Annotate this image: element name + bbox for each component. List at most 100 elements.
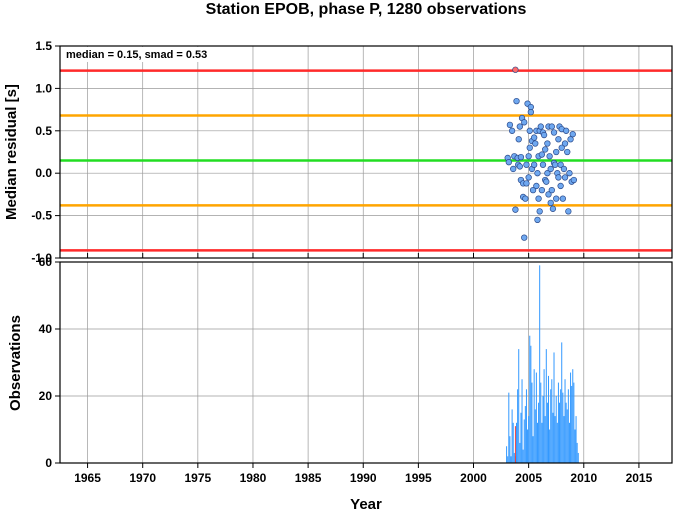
residual-point-0-73	[557, 182, 564, 190]
observation-bar-0-12	[519, 442, 521, 463]
residual-point-0-53	[544, 140, 551, 147]
observation-bar-0-3	[509, 436, 511, 463]
observation-bar-0-22	[530, 345, 532, 463]
observation-bar-0-58	[570, 372, 572, 463]
residual-point-0-21	[523, 180, 530, 187]
observation-bar-0-47	[557, 382, 559, 463]
observation-bar-0-50	[561, 342, 563, 463]
residual-point-0-34	[531, 161, 538, 168]
observations-ytick-label-2: 20	[39, 389, 53, 403]
observation-bar-0-63	[575, 416, 577, 463]
residual-point-0-87	[570, 176, 578, 184]
residual-point-0-6	[512, 206, 519, 213]
residual-point-0-60	[548, 123, 555, 130]
residual-point-0-77	[560, 165, 568, 173]
year-tick-label-2: 1975	[184, 471, 211, 485]
observation-bar-0-4	[510, 456, 512, 463]
chart-title: Station EPOB, phase P, 1280 observations	[206, 1, 527, 18]
observations-y-axis-label: Observations	[7, 315, 24, 411]
observations-ytick-label-1: 40	[39, 322, 53, 336]
residual-point-0-2	[506, 121, 514, 129]
observation-bar-0-6	[512, 422, 514, 463]
observation-bar-0-40	[550, 389, 552, 463]
residual-point-0-66	[553, 195, 560, 202]
residual-point-0-58	[547, 199, 554, 207]
residual-point-0-83	[566, 170, 573, 177]
residual-point-0-32	[529, 187, 537, 194]
observation-bar-0-44	[554, 416, 556, 463]
residual-point-0-82	[565, 208, 572, 215]
observation-bar-0-42	[552, 412, 554, 463]
observation-bar-0-13	[520, 412, 522, 463]
residual-point-0-1	[505, 159, 512, 166]
residual-point-0-65	[551, 161, 559, 168]
residual-point-0-54	[544, 170, 551, 177]
observation-bar-0-65	[577, 452, 579, 463]
year-tick-label-6: 1995	[405, 471, 432, 485]
residual-point-0-64	[550, 129, 558, 136]
residual-ytick-label-1: 1.0	[35, 81, 52, 95]
residual-point-0-7	[513, 97, 520, 105]
observations-panel: 60 40 20 0 1965 1970 1975 1980 1985 1990 1995 2000…	[7, 255, 673, 511]
observation-bar-0-1	[507, 456, 509, 463]
residual-point-0-79	[561, 174, 569, 181]
residual-x-tick-marks	[87, 253, 640, 258]
observation-bar-0-24	[532, 436, 534, 463]
residual-point-0-57	[546, 153, 553, 160]
observation-bar-0-64	[576, 442, 578, 463]
residual-point-0-61	[548, 187, 555, 194]
residual-y-ticks: 1.5 1.0 0.5 0.0 -0.5 -1.0	[31, 39, 60, 265]
residual-point-0-81	[564, 148, 571, 156]
year-tick-label-8: 2005	[515, 471, 542, 485]
year-tick-label-3: 1980	[240, 471, 267, 485]
residual-point-0-10	[515, 136, 522, 143]
reference-lines	[60, 69, 672, 252]
residual-ytick-label-4: -0.5	[31, 209, 52, 223]
observation-bar-0-20	[528, 416, 530, 463]
residual-y-axis-label: Median residual [s]	[3, 84, 20, 220]
residual-point-0-39	[534, 170, 541, 177]
year-x-ticks: 1965 1970 1975 1980 1985 1990 1995 2000 2005 2010…	[74, 463, 653, 485]
observation-bar-0-34	[543, 369, 545, 463]
stats-annotation: median = 0.15, smad = 0.53	[66, 49, 207, 61]
observations-grid	[60, 261, 672, 464]
observation-bar-0-39	[549, 429, 551, 463]
observation-bar-0-35	[544, 416, 546, 463]
annotation-box	[61, 47, 231, 62]
observation-bar-0-43	[553, 352, 555, 463]
residual-point-0-48	[539, 161, 547, 168]
residual-point-0-41	[535, 195, 542, 202]
observation-bar-1-0	[514, 426, 516, 463]
observation-bar-0-14	[521, 379, 523, 463]
residual-point-0-49	[540, 131, 548, 139]
observation-bar-0-17	[524, 406, 526, 463]
observation-bar-0-62	[574, 429, 576, 463]
observations-y-ticks: 60 40 20 0	[39, 255, 60, 470]
residual-ytick-label-0: 1.5	[35, 39, 52, 53]
observation-bar-0-9	[516, 422, 518, 463]
observation-bar-0-26	[534, 409, 536, 463]
observation-bar-0-10	[517, 389, 519, 463]
observation-bar-0-21	[529, 335, 531, 463]
residual-point-0-56	[545, 191, 552, 198]
observation-bar-0-52	[563, 416, 565, 463]
residual-point-0-27	[526, 127, 533, 134]
observation-bar-0-19	[527, 429, 529, 463]
residual-point-0-76	[559, 195, 566, 202]
observations-plot-frame	[59, 261, 673, 464]
residual-point-0-62	[549, 205, 557, 212]
observation-bar-0-16	[523, 419, 525, 463]
observation-bar-0-38	[548, 375, 550, 463]
observation-bar-0-60	[572, 369, 574, 463]
observation-bar-0-11	[518, 349, 520, 463]
observation-bar-0-2	[508, 392, 510, 463]
observation-bar-0-30	[539, 265, 541, 463]
residual-point-0-43	[536, 208, 543, 215]
year-tick-label-10: 2015	[626, 471, 653, 485]
observation-bar-0-51	[562, 392, 564, 463]
year-tick-label-5: 1990	[350, 471, 377, 485]
residual-point-0-11	[516, 163, 523, 170]
observation-bar-0-45	[555, 396, 557, 463]
observation-bar-0-25	[533, 369, 535, 463]
